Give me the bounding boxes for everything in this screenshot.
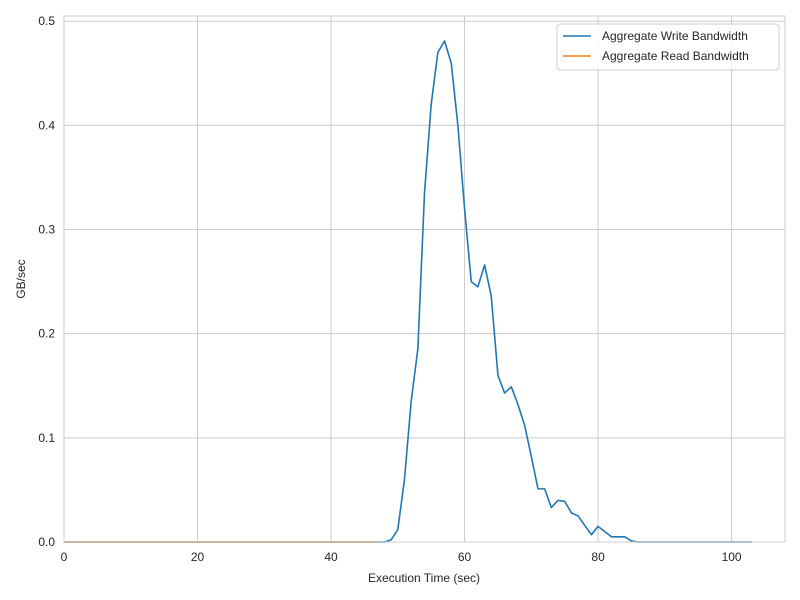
legend-entry-label: Aggregate Read Bandwidth (602, 49, 749, 63)
y-tick-label: 0.4 (38, 118, 55, 132)
x-tick-label: 60 (458, 550, 472, 564)
tick-labels: 0 20 40 60 80 100 0.0 0.1 0.2 0.3 0.4 0.5 (38, 14, 742, 564)
x-tick-label: 100 (722, 550, 742, 564)
y-tick-label: 0.0 (38, 535, 55, 549)
legend-entry-label: Aggregate Write Bandwidth (602, 29, 748, 43)
y-axis-label: GB/sec (14, 259, 28, 298)
y-tick-label: 0.2 (38, 327, 55, 341)
x-tick-label: 80 (591, 550, 605, 564)
x-tick-label: 0 (61, 550, 68, 564)
legend-box (556, 23, 780, 71)
x-tick-label: 20 (191, 550, 205, 564)
y-tick-label: 0.3 (38, 223, 55, 237)
y-tick-label: 0.1 (38, 431, 55, 445)
plot-background (64, 16, 785, 542)
x-axis-label: Execution Time (sec) (368, 571, 480, 585)
legend: Aggregate Write Bandwidth Aggregate Read … (556, 23, 780, 71)
series-line-write-bandwidth (64, 40, 752, 543)
plot-frame (63, 15, 786, 543)
y-tick-label: 0.5 (38, 14, 55, 28)
x-tick-label: 40 (324, 550, 338, 564)
